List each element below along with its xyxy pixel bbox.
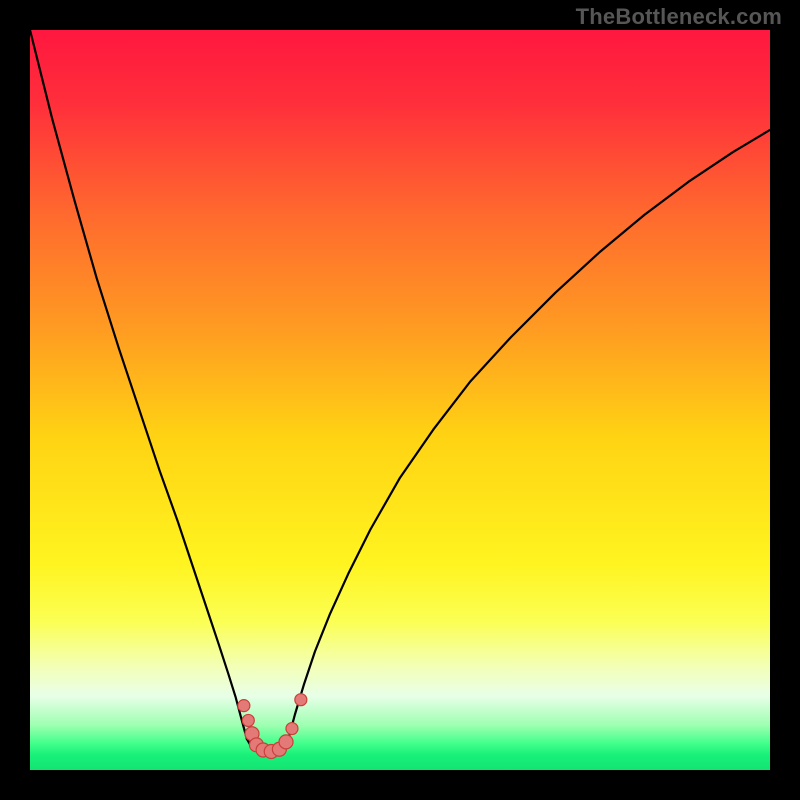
watermark-text: TheBottleneck.com	[576, 4, 782, 30]
marker-point	[242, 714, 254, 726]
marker-point	[295, 694, 307, 706]
plot-area	[30, 30, 770, 770]
gradient-background	[30, 30, 770, 770]
marker-point	[238, 700, 250, 712]
plot-svg	[30, 30, 770, 770]
marker-point	[279, 735, 293, 749]
chart-frame: TheBottleneck.com	[0, 0, 800, 800]
marker-point	[286, 723, 298, 735]
